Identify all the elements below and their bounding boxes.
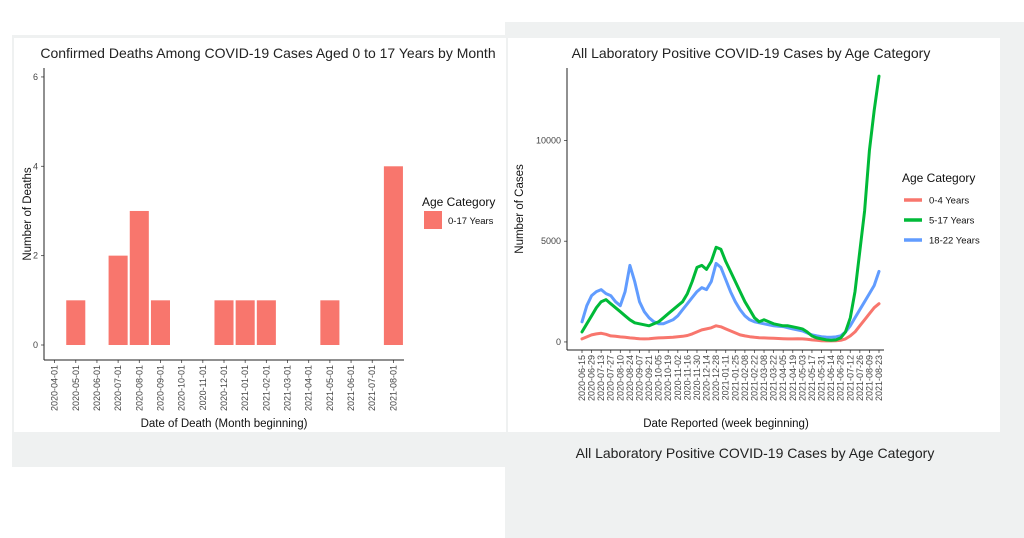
deaths-bar xyxy=(383,166,403,345)
cases-chart-title-repeat: All Laboratory Positive COVID-19 Cases b… xyxy=(575,445,935,461)
cases-x-tick-label: 2020-08-10 xyxy=(615,355,625,401)
cases-chart-title: All Laboratory Positive COVID-19 Cases b… xyxy=(572,45,931,61)
deaths-x-axis-title: Date of Death (Month beginning) xyxy=(141,418,308,430)
deaths-x-tick-label: 2020-06-01 xyxy=(92,365,102,411)
cases-x-tick-label: 2021-03-22 xyxy=(769,355,779,401)
cases-x-tick-label: 2021-01-25 xyxy=(730,355,740,401)
cases-x-tick-label: 2021-07-12 xyxy=(845,355,855,401)
deaths-x-tick-label: 2021-02-01 xyxy=(261,365,271,411)
deaths-y-tick-label: 4 xyxy=(33,161,38,171)
cases-x-tick-label: 2020-06-15 xyxy=(577,355,587,401)
deaths-legend-label: 0-17 Years xyxy=(448,216,494,227)
cases-x-tick-label: 2020-06-29 xyxy=(587,355,597,401)
deaths-legend: Age Category 0-17 Years xyxy=(422,195,495,229)
cases-y-tick-label: 0 xyxy=(556,337,561,347)
cases-line-5-17 xyxy=(580,74,881,342)
deaths-bar xyxy=(108,255,128,345)
cases-x-tick-label: 2020-07-13 xyxy=(596,355,606,401)
cases-x-tick-label: 2021-07-26 xyxy=(855,355,865,401)
cases-chart: All Laboratory Positive COVID-19 Cases b… xyxy=(514,45,980,430)
cases-legend-label: 18-22 Years xyxy=(929,236,980,247)
deaths-x-tick-label: 2021-01-01 xyxy=(240,365,250,411)
deaths-legend-key xyxy=(424,211,442,229)
cases-legend-title: Age Category xyxy=(902,171,975,185)
cases-legend: Age Category 0-4 Years 5-17 Years 18-22 Ye… xyxy=(902,171,980,247)
deaths-x-tick-label: 2020-08-01 xyxy=(134,365,144,411)
deaths-y-tick-label: 6 xyxy=(33,72,38,82)
cases-x-tick-label: 2020-11-30 xyxy=(692,355,702,400)
cases-x-tick-label: 2020-10-05 xyxy=(654,355,664,401)
cases-x-tick-label: 2020-12-28 xyxy=(711,355,721,401)
cases-x-tick-label: 2021-06-14 xyxy=(826,355,836,401)
cases-x-tick-label: 2021-04-19 xyxy=(788,355,798,401)
cases-x-tick-label: 2021-02-22 xyxy=(749,355,759,401)
cases-x-tick-label: 2021-04-05 xyxy=(778,355,788,401)
deaths-x-tick-label: 2020-11-01 xyxy=(198,365,208,410)
cases-y-axis-title: Number of Cases xyxy=(514,164,526,254)
cases-x-tick-label: 2021-08-09 xyxy=(864,355,874,401)
cases-x-tick-label: 2020-07-27 xyxy=(606,355,616,401)
deaths-bar xyxy=(235,300,255,345)
deaths-legend-title: Age Category xyxy=(422,195,495,209)
deaths-bar xyxy=(320,300,340,345)
cases-x-tick-label: 2021-01-11 xyxy=(721,355,731,400)
deaths-x-tick-label: 2020-04-01 xyxy=(50,365,60,411)
cases-x-axis-title: Date Reported (week beginning) xyxy=(643,418,809,430)
deaths-chart-title: Confirmed Deaths Among COVID-19 Cases Ag… xyxy=(40,45,495,61)
cases-y-tick-label: 5000 xyxy=(541,236,561,246)
deaths-chart-panel: Confirmed Deaths Among COVID-19 Cases Ag… xyxy=(14,38,506,432)
cases-x-tick-label: 2021-05-03 xyxy=(797,355,807,401)
cases-x-tick-label: 2021-06-28 xyxy=(836,355,846,401)
deaths-y-tick-label: 0 xyxy=(33,340,38,350)
deaths-x-tick-label: 2021-03-01 xyxy=(283,365,293,411)
deaths-y-tick-label: 2 xyxy=(33,251,38,261)
deaths-x-tick-label: 2020-07-01 xyxy=(113,365,123,411)
cases-x-tick-label: 2020-09-21 xyxy=(644,355,654,401)
deaths-x-tick-label: 2021-04-01 xyxy=(304,365,314,411)
cases-x-tick-label: 2020-08-24 xyxy=(625,355,635,401)
cases-x-tick-label: 2020-09-07 xyxy=(634,355,644,401)
deaths-bar xyxy=(256,300,276,345)
cases-x-tick-label: 2021-03-08 xyxy=(759,355,769,401)
deaths-x-tick-label: 2020-05-01 xyxy=(71,365,81,411)
cases-line-0-4 xyxy=(580,302,881,343)
deaths-x-tick-label: 2021-08-01 xyxy=(388,365,398,411)
cases-x-tick-label: 2020-11-02 xyxy=(673,355,683,400)
deaths-chart: Confirmed Deaths Among COVID-19 Cases Ag… xyxy=(22,45,496,430)
cases-y-tick-label: 10000 xyxy=(536,136,561,146)
cases-legend-label: 5-17 Years xyxy=(929,216,975,227)
deaths-x-tick-label: 2021-06-01 xyxy=(346,365,356,411)
deaths-bar xyxy=(66,300,86,345)
cases-x-tick-label: 2021-05-31 xyxy=(817,355,827,401)
cases-x-tick-label: 2021-02-08 xyxy=(740,355,750,401)
deaths-x-tick-label: 2020-09-01 xyxy=(155,365,165,411)
deaths-x-tick-label: 2020-10-01 xyxy=(177,365,187,411)
deaths-bar xyxy=(150,300,170,345)
deaths-x-tick-label: 2021-05-01 xyxy=(325,365,335,411)
cases-line-18-22 xyxy=(580,261,881,339)
cases-x-tick-label: 2021-05-17 xyxy=(807,355,817,401)
cases-x-tick-label: 2020-11-16 xyxy=(682,355,692,400)
cases-x-tick-label: 2021-08-23 xyxy=(874,355,884,401)
deaths-bar xyxy=(214,300,234,345)
cases-legend-label: 0-4 Years xyxy=(929,196,969,207)
deaths-bar xyxy=(129,210,149,345)
deaths-x-tick-label: 2021-07-01 xyxy=(367,365,377,411)
deaths-x-tick-label: 2020-12-01 xyxy=(219,365,229,411)
cases-chart-panel: All Laboratory Positive COVID-19 Cases b… xyxy=(508,38,1000,432)
cases-x-tick-label: 2020-12-14 xyxy=(702,355,712,401)
deaths-y-axis-title: Number of Deaths xyxy=(22,167,34,261)
cases-x-tick-label: 2020-10-19 xyxy=(663,355,673,401)
